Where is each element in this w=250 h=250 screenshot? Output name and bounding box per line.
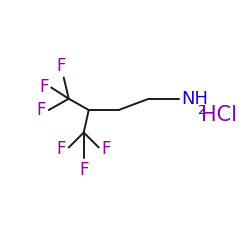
Text: HCl: HCl (201, 105, 237, 125)
Text: F: F (57, 140, 66, 158)
Text: 2: 2 (198, 104, 205, 117)
Text: NH: NH (181, 90, 208, 108)
Text: F: F (37, 101, 46, 119)
Text: F: F (39, 78, 49, 96)
Text: F: F (79, 161, 88, 179)
Text: F: F (101, 140, 111, 158)
Text: F: F (56, 57, 66, 75)
